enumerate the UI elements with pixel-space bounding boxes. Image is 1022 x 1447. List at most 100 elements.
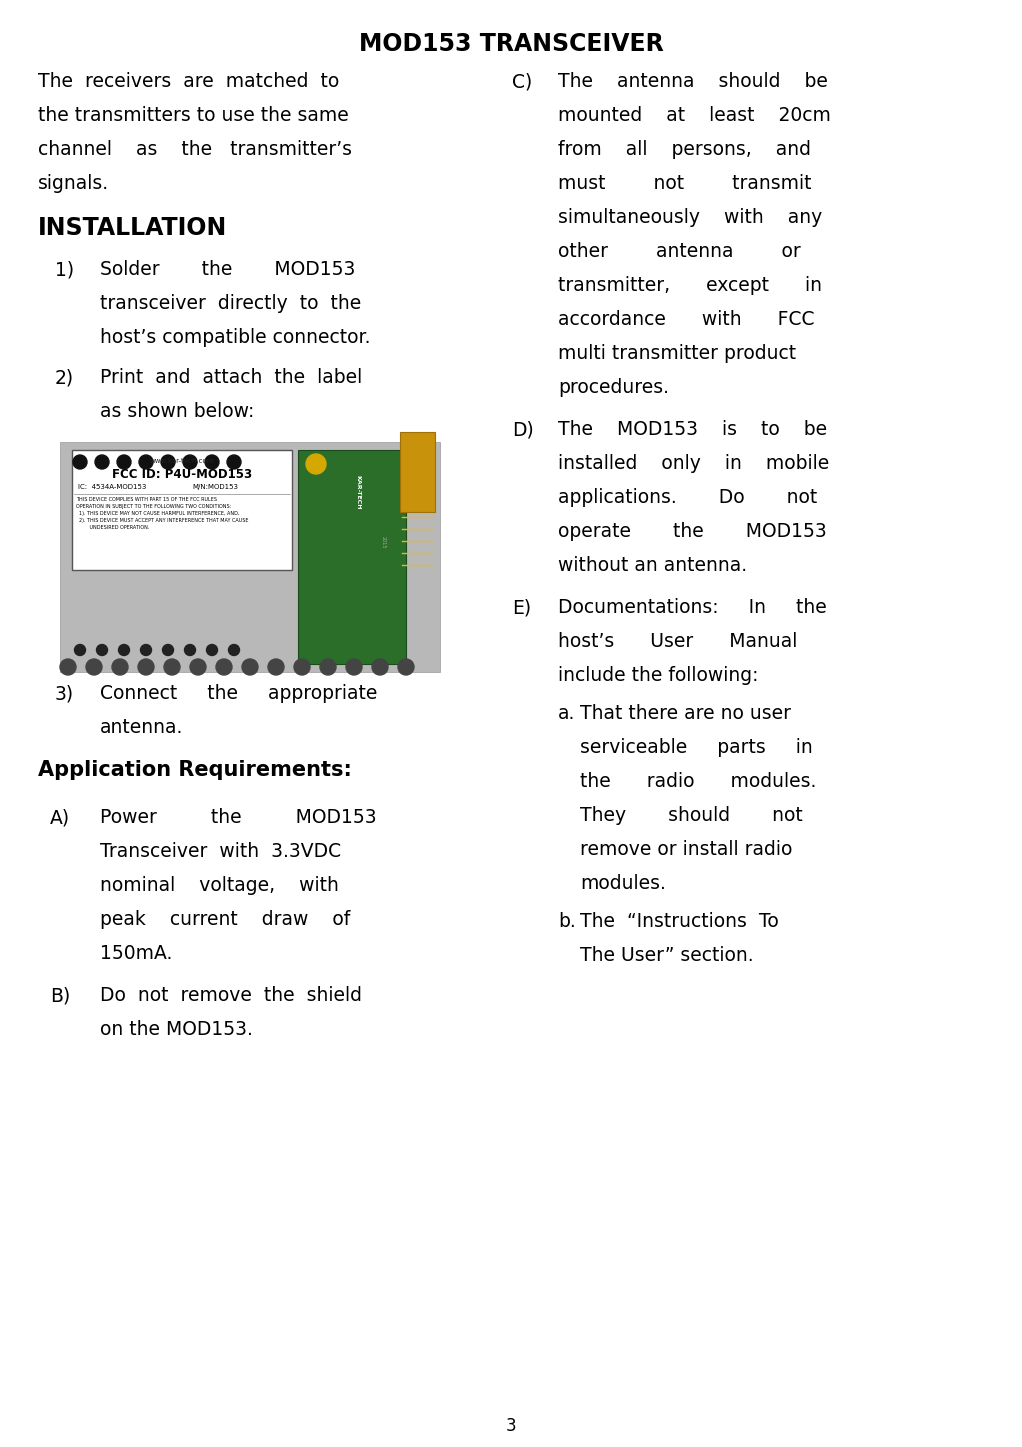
Text: Power         the         MOD153: Power the MOD153 [100,807,377,828]
Text: peak    current    draw    of: peak current draw of [100,910,351,929]
Text: IC:  4534A-MOD153: IC: 4534A-MOD153 [78,483,146,491]
Circle shape [242,658,258,674]
Circle shape [229,644,239,655]
Text: 2015: 2015 [380,535,385,548]
Text: The  receivers  are  matched  to: The receivers are matched to [38,72,339,91]
Text: must        not        transmit: must not transmit [558,174,811,192]
Text: M/N:MOD153: M/N:MOD153 [192,483,238,491]
Text: without an antenna.: without an antenna. [558,556,747,574]
Text: E): E) [512,598,531,616]
Text: 3: 3 [506,1417,516,1435]
Text: simultaneously    with    any: simultaneously with any [558,208,823,227]
Text: the transmitters to use the same: the transmitters to use the same [38,106,349,124]
Text: mounted    at    least    20cm: mounted at least 20cm [558,106,831,124]
Circle shape [216,658,232,674]
Bar [400,433,435,512]
Text: remove or install radio: remove or install radio [580,841,792,860]
Text: installed    only    in    mobile: installed only in mobile [558,454,829,473]
Text: the      radio      modules.: the radio modules. [580,773,817,792]
Text: FCC ID: P4U-MOD153: FCC ID: P4U-MOD153 [112,467,252,480]
Text: Documentations:     In     the: Documentations: In the [558,598,827,616]
Circle shape [96,644,107,655]
Text: INSTALLATION: INSTALLATION [38,216,227,240]
Circle shape [161,454,175,469]
Text: The User” section.: The User” section. [580,946,753,965]
Circle shape [185,644,195,655]
Circle shape [398,658,414,674]
Circle shape [227,454,241,469]
Text: on the MOD153.: on the MOD153. [100,1020,252,1039]
Text: b.: b. [558,912,575,930]
Text: signals.: signals. [38,174,109,192]
Text: D): D) [512,420,533,438]
Circle shape [205,454,219,469]
Text: as shown below:: as shown below: [100,402,254,421]
Text: THIS DEVICE COMPLIES WITH PART 15 OF THE FCC RULES
OPERATION IN SUBJECT TO THE F: THIS DEVICE COMPLIES WITH PART 15 OF THE… [76,496,248,530]
Text: 3): 3) [55,684,75,703]
Circle shape [140,644,151,655]
Text: www.kar-tech.com: www.kar-tech.com [150,459,215,464]
Circle shape [268,658,284,674]
Circle shape [119,644,130,655]
Circle shape [60,658,76,674]
Circle shape [117,454,131,469]
Text: The    antenna    should    be: The antenna should be [558,72,828,91]
Bar [60,441,440,671]
Text: B): B) [50,985,71,1006]
Text: host’s compatible connector.: host’s compatible connector. [100,328,371,347]
Text: modules.: modules. [580,874,666,893]
Text: Print  and  attach  the  label: Print and attach the label [100,368,362,386]
Text: antenna.: antenna. [100,718,183,737]
Circle shape [183,454,197,469]
Circle shape [294,658,310,674]
Circle shape [190,658,206,674]
Text: The  “Instructions  To: The “Instructions To [580,912,779,930]
Text: 2): 2) [55,368,75,386]
Circle shape [75,644,86,655]
Circle shape [346,658,362,674]
Text: transmitter,      except      in: transmitter, except in [558,276,822,295]
Text: KAR-TECH: KAR-TECH [356,475,361,509]
Text: Solder       the       MOD153: Solder the MOD153 [100,260,356,279]
Bar [298,450,406,664]
Circle shape [73,454,87,469]
Bar [72,450,292,570]
Circle shape [112,658,128,674]
Text: C): C) [512,72,532,91]
Circle shape [320,658,336,674]
Text: serviceable     parts     in: serviceable parts in [580,738,812,757]
Circle shape [95,454,109,469]
Text: Transceiver  with  3.3VDC: Transceiver with 3.3VDC [100,842,341,861]
Circle shape [86,658,102,674]
Circle shape [139,454,153,469]
Text: A): A) [50,807,71,828]
Text: other        antenna        or: other antenna or [558,242,801,260]
Circle shape [138,658,154,674]
Text: 150mA.: 150mA. [100,943,173,964]
Text: The    MOD153    is    to    be: The MOD153 is to be [558,420,827,438]
Text: include the following:: include the following: [558,666,758,684]
Text: They       should       not: They should not [580,806,802,825]
Text: host’s      User      Manual: host’s User Manual [558,632,797,651]
Text: operate       the       MOD153: operate the MOD153 [558,522,827,541]
Text: multi transmitter product: multi transmitter product [558,344,796,363]
Text: from    all    persons,    and: from all persons, and [558,140,811,159]
Text: channel    as    the   transmitter’s: channel as the transmitter’s [38,140,352,159]
Text: nominal    voltage,    with: nominal voltage, with [100,875,339,896]
Text: Connect     the     appropriate: Connect the appropriate [100,684,377,703]
Text: That there are no user: That there are no user [580,705,791,724]
Text: Application Requirements:: Application Requirements: [38,760,352,780]
Circle shape [206,644,218,655]
Text: a.: a. [558,705,575,724]
Text: accordance      with      FCC: accordance with FCC [558,310,815,328]
Text: MOD153 TRANSCEIVER: MOD153 TRANSCEIVER [359,32,663,56]
Circle shape [306,454,326,475]
Text: 1): 1) [55,260,75,279]
Circle shape [162,644,174,655]
Text: Do  not  remove  the  shield: Do not remove the shield [100,985,362,1006]
Text: procedures.: procedures. [558,378,669,396]
Text: applications.       Do       not: applications. Do not [558,488,818,506]
Circle shape [372,658,388,674]
Text: transceiver  directly  to  the: transceiver directly to the [100,294,361,313]
Circle shape [164,658,180,674]
